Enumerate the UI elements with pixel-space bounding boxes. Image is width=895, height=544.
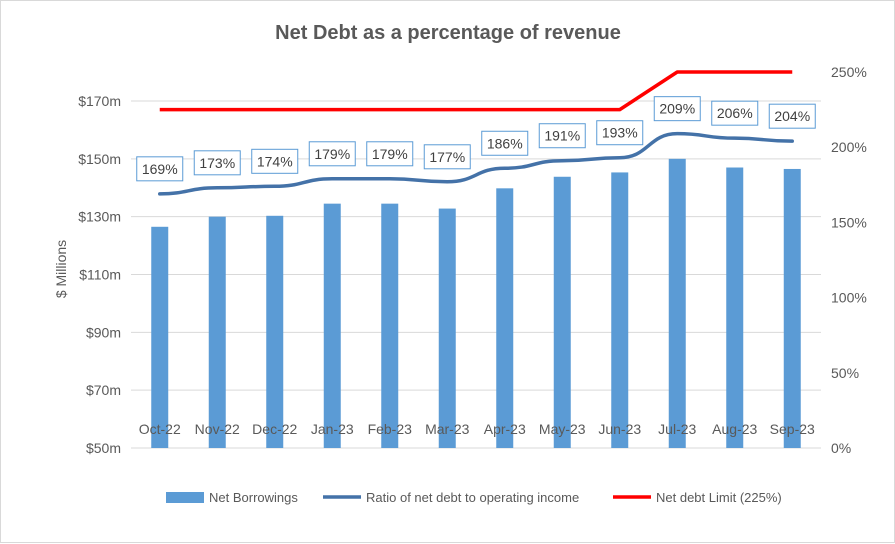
data-label: 191% [544, 128, 580, 144]
x-tick-label: May-23 [539, 421, 586, 437]
bar-series [151, 158, 801, 449]
chart-title: Net Debt as a percentage of revenue [275, 22, 621, 44]
bar [323, 203, 341, 448]
x-tick-label: Feb-23 [368, 421, 413, 437]
line-series [158, 70, 794, 196]
data-label: 174% [257, 153, 293, 169]
data-label: 206% [717, 105, 753, 121]
bar [726, 167, 744, 448]
legend-label: Net Borrowings [209, 490, 298, 505]
data-label-box [193, 150, 241, 176]
bar [266, 215, 284, 448]
y-tick-label: $170m [78, 93, 121, 109]
bar [381, 203, 399, 448]
data-labels: 169% 173% 174% 179% 179% 177% 186% 191% 193% 209%… [136, 96, 816, 182]
x-tick-label: Oct-22 [139, 421, 181, 437]
x-tick-label: Nov-22 [195, 421, 240, 437]
y2-tick-label: 150% [831, 214, 867, 230]
y-tick-label: $110m [79, 267, 121, 283]
axis-ticks: $50m $70m $90m $110m $130m $150m $170m 0% 50% 100… [78, 64, 867, 456]
y-tick-label: $70m [86, 382, 121, 398]
data-label-box [653, 96, 701, 122]
legend: Net Borrowings Ratio of net debt to opera… [166, 490, 782, 505]
x-tick-label: Apr-23 [484, 421, 526, 437]
data-label-box [366, 141, 414, 167]
y-tick-label: $130m [78, 209, 121, 225]
data-label-box [711, 100, 759, 126]
limit-line [159, 70, 793, 112]
data-label: 173% [199, 155, 235, 171]
x-tick-label: Jun-23 [598, 421, 641, 437]
bar [611, 172, 629, 448]
data-label: 186% [487, 135, 523, 151]
y2-tick-label: 200% [831, 139, 867, 155]
legend-label: Net debt Limit (225%) [656, 490, 782, 505]
y2-tick-label: 50% [831, 365, 859, 381]
x-tick-label: Dec-22 [252, 421, 297, 437]
data-label: 169% [142, 161, 178, 177]
data-label-box [423, 144, 471, 170]
data-label-box [768, 103, 816, 129]
x-tick-label: Mar-23 [425, 421, 470, 437]
bar [496, 188, 514, 448]
data-label-box [481, 130, 529, 156]
data-label: 204% [774, 108, 810, 124]
x-tick-label: Jan-23 [311, 421, 354, 437]
legend-swatch-bars [166, 492, 204, 503]
y2-tick-label: 100% [831, 290, 867, 306]
x-tick-label: Aug-23 [712, 421, 757, 437]
y-tick-label: $150m [78, 151, 121, 167]
bar [668, 158, 686, 449]
y-axis-title: $ Millions [53, 240, 69, 298]
x-tick-label: Sep-23 [770, 421, 815, 437]
data-label-box [251, 148, 299, 174]
data-label: 193% [602, 125, 638, 141]
bar [151, 226, 169, 448]
y2-tick-label: 250% [831, 64, 867, 80]
data-label: 177% [429, 149, 465, 165]
x-tick-label: Jul-23 [658, 421, 696, 437]
gridlines [131, 100, 821, 449]
data-label: 179% [372, 146, 408, 162]
legend-label: Ratio of net debt to operating income [366, 490, 579, 505]
data-label-box [596, 120, 644, 146]
data-label-box [538, 123, 586, 149]
y-tick-label: $90m [86, 324, 121, 340]
data-label: 209% [659, 101, 695, 117]
data-label-box [308, 141, 356, 167]
bar [553, 176, 571, 449]
y-tick-label: $50m [86, 440, 121, 456]
ratio-line [158, 131, 794, 196]
data-label-box [136, 156, 184, 182]
bar [438, 208, 456, 448]
data-label: 179% [314, 146, 350, 162]
bar [208, 216, 226, 448]
bar [783, 168, 801, 448]
y2-tick-label: 0% [831, 440, 851, 456]
